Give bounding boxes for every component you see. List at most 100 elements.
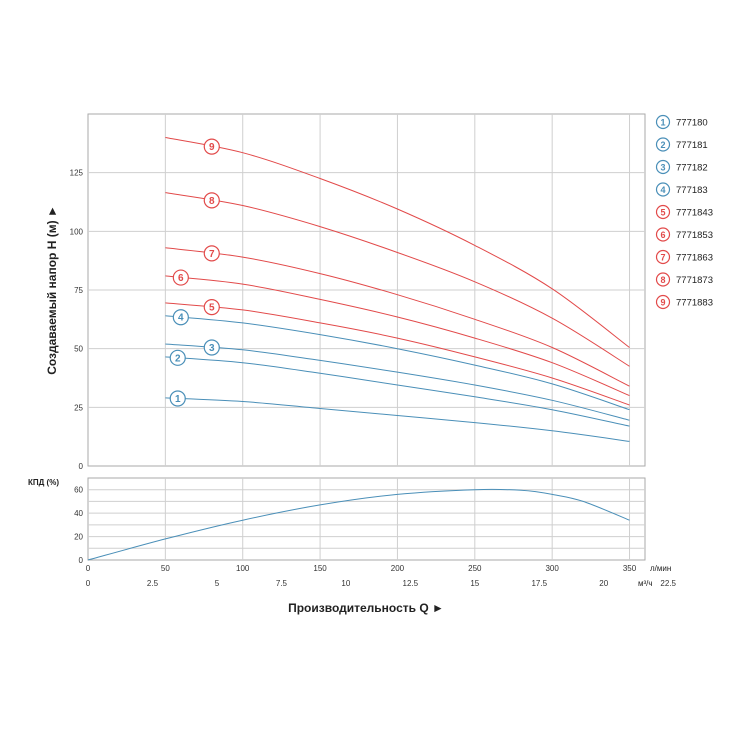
curve-marker-circle xyxy=(169,349,186,366)
legend-label: 7771873 xyxy=(676,275,713,286)
x-tick-label-lpm: 250 xyxy=(468,564,482,573)
legend-marker-number: 5 xyxy=(660,208,665,218)
legend-marker-number: 2 xyxy=(660,140,665,150)
head-curve-7771863 xyxy=(165,247,630,387)
curve-marker-number: 9 xyxy=(209,142,215,153)
x-tick-labels-lpm: 0 50 100 150 200 250 300 350 xyxy=(86,564,637,573)
curve-marker-circle xyxy=(169,390,186,407)
x-unit-lpm: л/мин xyxy=(650,564,671,573)
x-tick-label-m3h: 20 xyxy=(599,579,608,588)
head-curve-markers: 1 2 3 4 5 6 7 8 9 xyxy=(169,138,220,407)
x-tick-label-m3h: 0 xyxy=(86,579,91,588)
legend-label: 777180 xyxy=(676,118,708,129)
legend-marker-number: 9 xyxy=(660,298,665,308)
head-y-tick-label: 125 xyxy=(70,169,84,178)
head-chart: 0 25 50 75 100 125 1 2 3 4 5 6 7 8 9 Создаваемый напо… xyxy=(45,113,646,471)
curve-marker-8: 8 xyxy=(203,192,220,209)
efficiency-y-tick-label: 0 xyxy=(79,556,84,565)
x-tick-labels-m3h: 0 2.5 5 7.5 10 12.5 15 17.5 20 22.5 xyxy=(86,579,677,588)
curve-marker-6: 6 xyxy=(172,269,189,286)
legend-label: 777183 xyxy=(676,185,708,196)
x-tick-label-lpm: 50 xyxy=(161,564,170,573)
legend-item-777181: 2 777181 xyxy=(655,137,708,152)
legend-marker-circle xyxy=(655,227,671,242)
legend-marker-circle xyxy=(655,114,671,130)
legend-label: 777182 xyxy=(676,163,708,174)
head-grid xyxy=(88,114,645,466)
legend-label: 7771883 xyxy=(676,298,713,309)
curve-marker-circle xyxy=(203,192,220,209)
head-curve-777181 xyxy=(165,356,630,427)
legend-item-7771853: 6 7771853 xyxy=(655,227,713,242)
x-axis-label: Производительность Q ► xyxy=(288,601,444,615)
legend-marker-circle xyxy=(655,159,671,175)
legend-marker-number: 3 xyxy=(660,163,665,173)
x-tick-label-lpm: 100 xyxy=(236,564,250,573)
legend-marker-number: 1 xyxy=(660,118,665,128)
legend-item-7771883: 9 7771883 xyxy=(655,294,713,310)
head-y-tick-label: 25 xyxy=(74,403,83,412)
x-tick-label-lpm: 300 xyxy=(545,564,559,573)
legend-marker-number: 6 xyxy=(660,230,665,240)
curve-marker-4: 4 xyxy=(172,309,189,326)
efficiency-curve-group xyxy=(87,488,630,561)
curve-marker-7: 7 xyxy=(203,245,220,262)
head-y-axis-label: Создаваемый напор H (м) ► xyxy=(45,205,59,375)
legend-label: 777181 xyxy=(676,140,708,151)
legend-marker-number: 4 xyxy=(660,185,665,195)
x-tick-label-m3h: 7.5 xyxy=(276,579,288,588)
legend-marker-circle xyxy=(655,294,671,310)
efficiency-curve xyxy=(87,488,630,561)
x-tick-label-m3h: 12.5 xyxy=(403,579,419,588)
x-tick-label-m3h: 17.5 xyxy=(531,579,547,588)
x-tick-label-lpm: 150 xyxy=(313,564,327,573)
head-curve-777183 xyxy=(165,315,630,411)
legend-item-7771843: 5 7771843 xyxy=(655,204,713,220)
head-y-tick-label: 75 xyxy=(74,286,83,295)
head-curve-7771883 xyxy=(165,137,630,348)
head-curve-777182 xyxy=(165,343,630,421)
curve-marker-number: 7 xyxy=(209,249,215,260)
curve-marker-number: 3 xyxy=(209,343,215,354)
curve-marker-2: 2 xyxy=(169,349,186,366)
efficiency-y-tick-label: 20 xyxy=(74,533,83,542)
efficiency-y-tick-labels: 0 20 40 60 xyxy=(74,486,83,565)
x-tick-label-m3h: 15 xyxy=(470,579,479,588)
curve-marker-9: 9 xyxy=(203,138,220,155)
legend-label: 7771853 xyxy=(676,230,713,241)
legend-marker-circle xyxy=(655,272,671,287)
legend-marker-circle xyxy=(655,249,671,265)
x-unit-m3h: м³/ч xyxy=(638,579,653,588)
legend-marker-number: 8 xyxy=(660,275,665,285)
head-curve-7771843 xyxy=(165,302,630,406)
head-curve-7771873 xyxy=(165,192,630,367)
x-tick-label-m3h: 5 xyxy=(215,579,220,588)
legend-label: 7771843 xyxy=(676,208,713,219)
legend-item-777182: 3 777182 xyxy=(655,159,708,175)
legend-item-777180: 1 777180 xyxy=(655,114,708,130)
curve-marker-circle xyxy=(203,299,220,316)
head-curves xyxy=(165,137,630,442)
x-tick-label-m3h: 10 xyxy=(341,579,350,588)
curve-marker-number: 1 xyxy=(175,394,181,405)
x-tick-label-m3h: 2.5 xyxy=(147,579,159,588)
x-tick-label-m3h: 22.5 xyxy=(660,579,676,588)
curve-marker-number: 8 xyxy=(209,196,215,207)
x-tick-label-lpm: 350 xyxy=(623,564,637,573)
curve-marker-number: 4 xyxy=(178,313,184,324)
head-curve-777180 xyxy=(165,397,630,442)
curve-marker-3: 3 xyxy=(203,339,220,356)
legend-marker-circle xyxy=(655,137,671,152)
curve-marker-5: 5 xyxy=(203,299,220,316)
head-curve-7771853 xyxy=(165,275,630,397)
efficiency-y-axis-label: КПД (%) xyxy=(28,478,59,487)
curve-marker-circle xyxy=(203,138,220,155)
x-tick-label-lpm: 0 xyxy=(86,564,91,573)
head-y-tick-label: 50 xyxy=(74,345,83,354)
curve-marker-circle xyxy=(203,245,220,262)
legend-marker-number: 7 xyxy=(660,253,665,263)
efficiency-y-tick-label: 40 xyxy=(74,509,83,518)
curve-marker-number: 6 xyxy=(178,273,184,284)
legend-marker-circle xyxy=(655,204,671,220)
